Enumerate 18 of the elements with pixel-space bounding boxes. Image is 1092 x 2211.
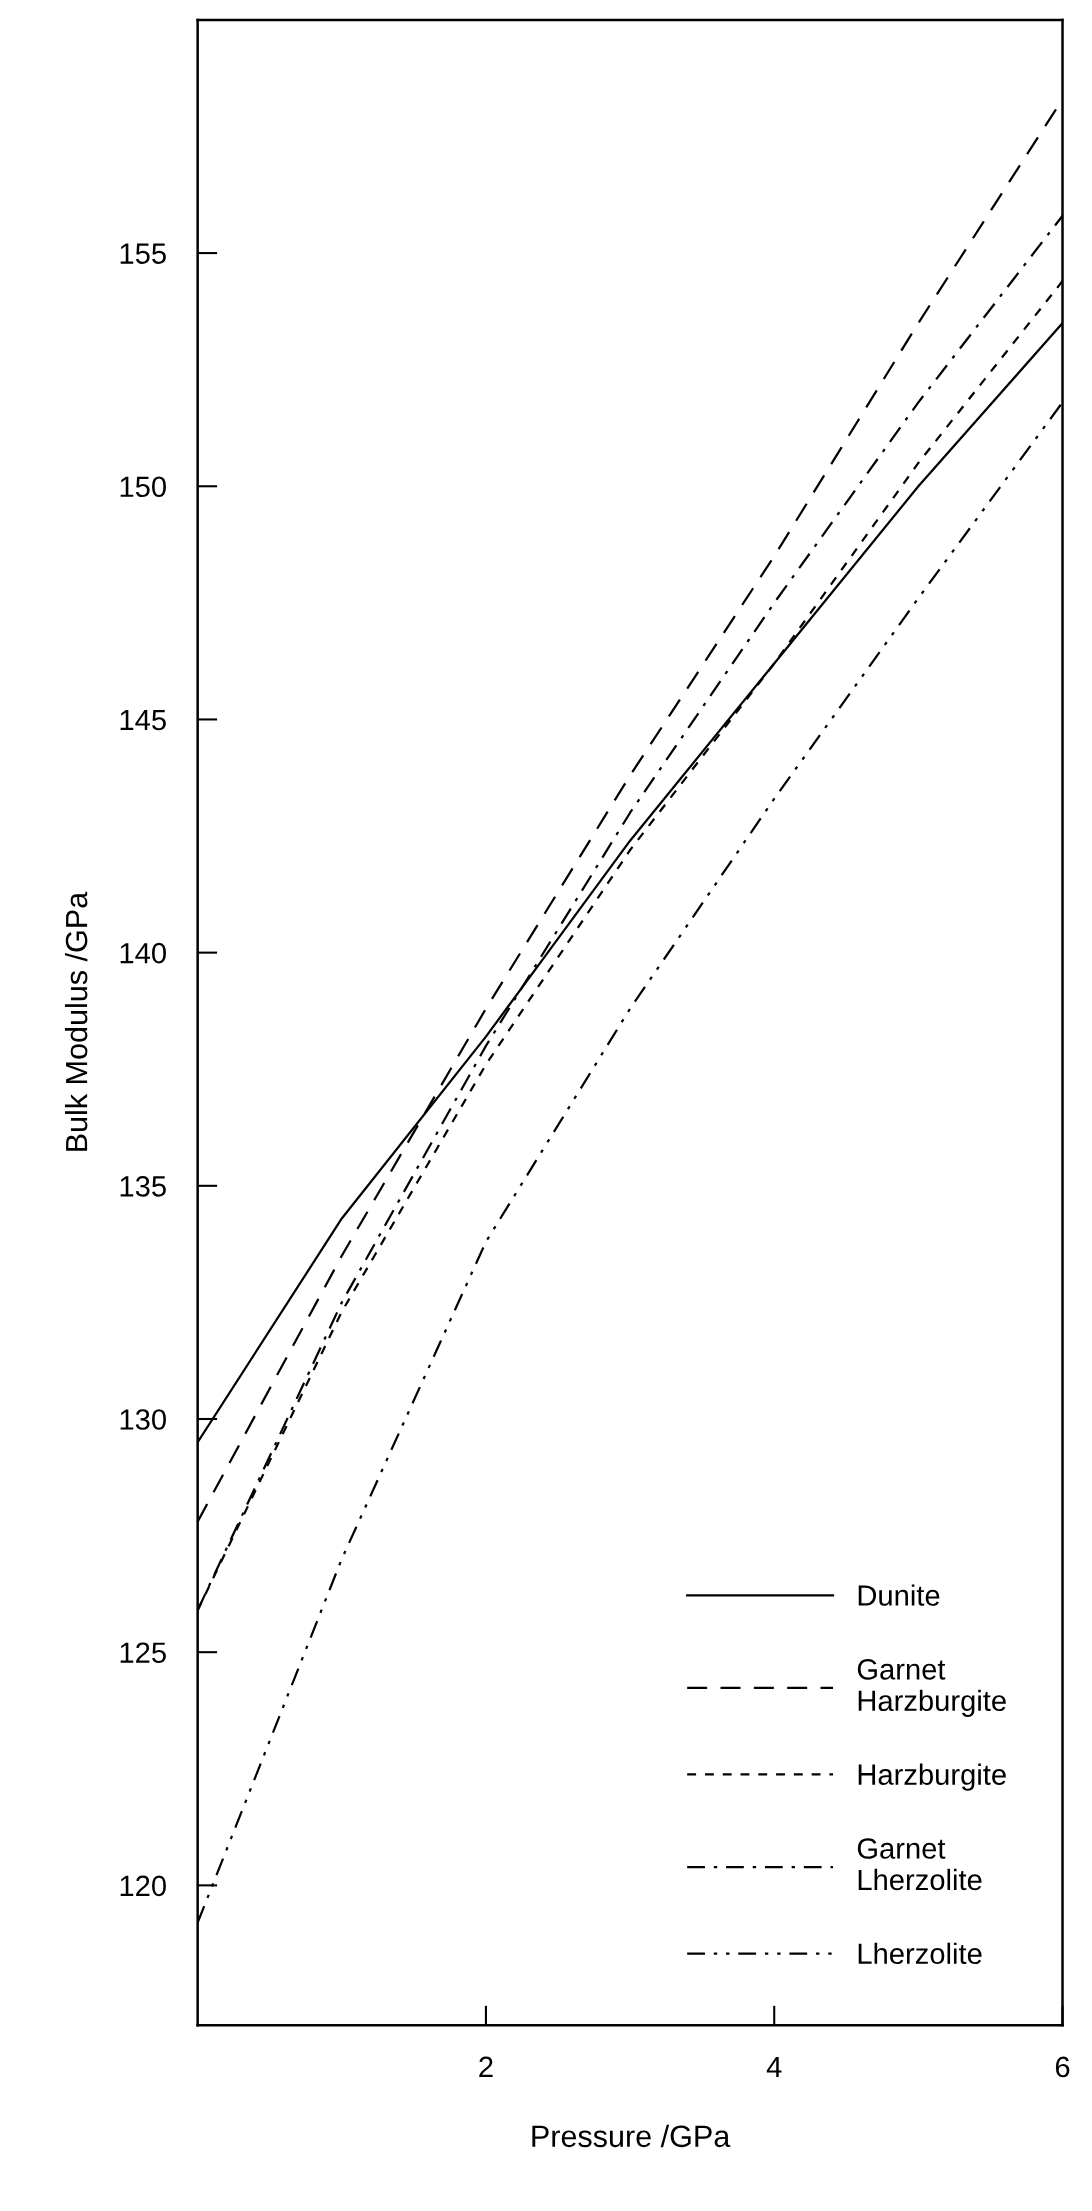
legend-label: Garnet Harzburgite bbox=[857, 1659, 1006, 1717]
y-tick-label: 155 bbox=[120, 243, 166, 264]
y-tick-label: 125 bbox=[120, 1642, 166, 1664]
legend-label: Dunite bbox=[858, 1584, 940, 1606]
y-tick-label: 150 bbox=[120, 476, 166, 498]
legend-label: Garnet Lherzolite bbox=[857, 1838, 982, 1891]
x-tick-label: 2 bbox=[479, 2056, 493, 2077]
y-tick-label: 140 bbox=[120, 942, 166, 964]
legend-label: Lherzolite bbox=[858, 1942, 982, 1965]
y-tick-label: 130 bbox=[120, 1409, 166, 1430]
y-tick-label: 120 bbox=[120, 1875, 166, 1897]
y-tick-label: 145 bbox=[120, 709, 166, 731]
y-tick-label: 135 bbox=[120, 1176, 166, 1197]
x-tick-label: 6 bbox=[1055, 2056, 1070, 2078]
legend-label: Harzburgite bbox=[858, 1763, 1006, 1791]
x-tick-label: 4 bbox=[766, 2056, 782, 2077]
y-axis-title: Bulk Modulus /GPa bbox=[64, 891, 88, 1151]
x-axis-title: Pressure /GPa bbox=[532, 2124, 731, 2148]
